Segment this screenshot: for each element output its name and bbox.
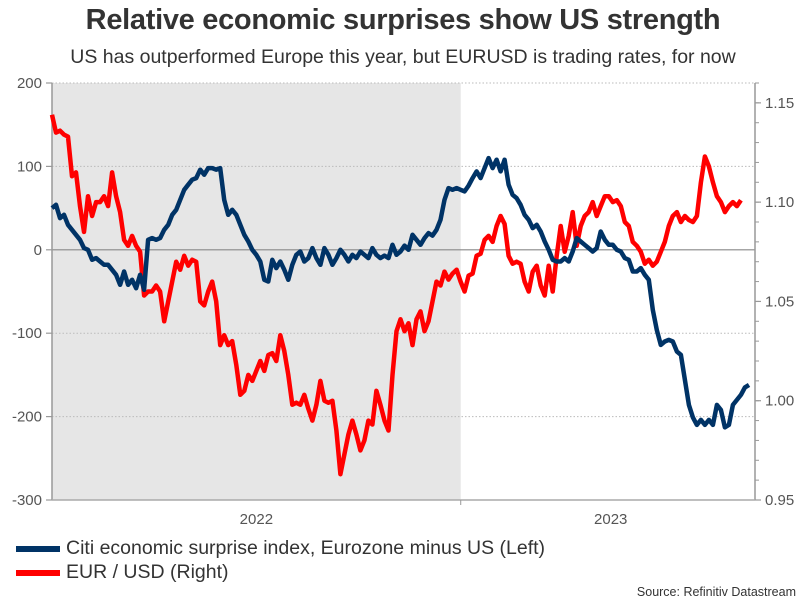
shaded-period-2022 <box>52 83 461 500</box>
x-tick-label: 2023 <box>594 511 627 528</box>
right-tick-label: 0.95 <box>765 492 794 509</box>
left-tick-label: 200 <box>17 75 42 92</box>
left-tick-label: -300 <box>12 492 42 509</box>
right-tick-label: 1.00 <box>765 393 794 410</box>
series-cesi-line <box>50 155 751 430</box>
series-eurusd-line <box>49 114 743 477</box>
left-tick-label: -100 <box>12 325 42 342</box>
legend-swatch-cesi <box>16 545 60 552</box>
chart-subtitle: US has outperformed Europe this year, bu… <box>70 46 736 68</box>
legend-swatch-eurusd <box>16 569 60 576</box>
x-tick-label: 2022 <box>240 511 273 528</box>
source-note: Source: Refinitiv Datastream <box>636 585 796 599</box>
left-axis-ticks: 200 100 0 -100 -200 -300 <box>12 75 52 509</box>
right-tick-label: 1.10 <box>765 194 794 211</box>
right-tick-label: 1.05 <box>765 293 794 310</box>
legend-item-cesi: Citi economic surprise index, Eurozone m… <box>16 537 545 560</box>
chart-title: Relative economic surprises show US stre… <box>85 4 721 36</box>
right-axis-ticks: 1.15 1.10 1.05 1.00 0.95 <box>755 82 794 509</box>
legend-item-eurusd: EUR / USD (Right) <box>16 561 229 584</box>
left-tick-label: 0 <box>34 242 42 259</box>
legend-label-eurusd: EUR / USD (Right) <box>66 561 229 583</box>
right-tick-label: 1.15 <box>765 95 794 112</box>
left-tick-label: -200 <box>12 409 42 426</box>
left-tick-label: 100 <box>17 158 42 175</box>
legend-label-cesi: Citi economic surprise index, Eurozone m… <box>66 537 546 559</box>
x-axis-ticks: 2022 2023 <box>240 500 627 528</box>
